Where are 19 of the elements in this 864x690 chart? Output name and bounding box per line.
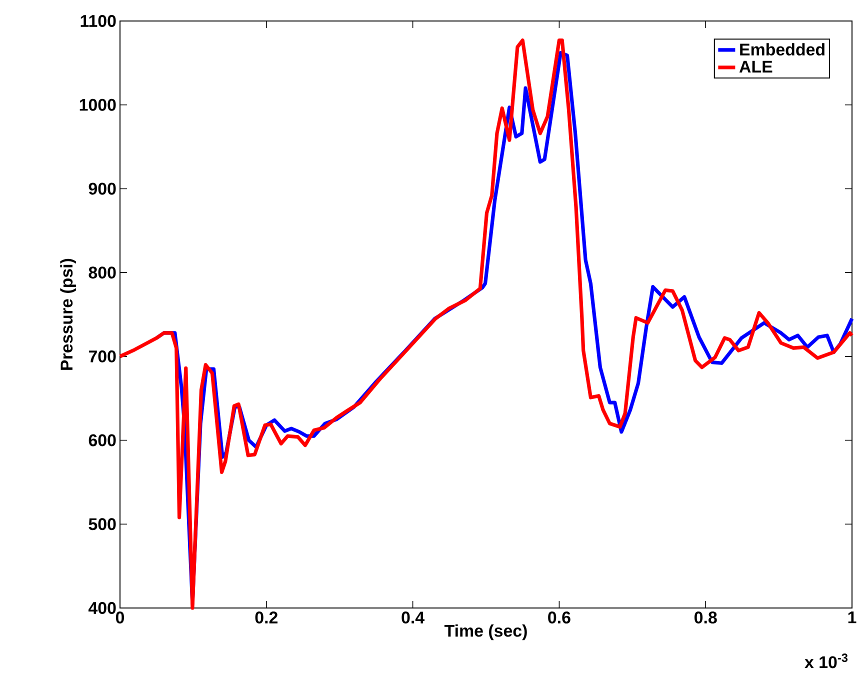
y-tick-label: 700 [88, 350, 116, 362]
y-tick-label: 1000 [80, 98, 116, 111]
y-tick-label: 800 [88, 266, 116, 279]
legend-label: Embedded [740, 43, 824, 56]
x-tick-label: 0.6 [548, 612, 570, 624]
y-tick-label: 900 [88, 182, 116, 195]
x-tick-label: 0 [116, 612, 124, 624]
x-tick-label: 0.4 [402, 612, 424, 624]
y-tick-label: 600 [88, 434, 116, 446]
y-tick-label: 500 [88, 518, 116, 530]
y-axis-title: Pressure (psi) [60, 258, 76, 370]
x-tick-label: 1 [848, 612, 856, 624]
x-tick-label: 0.8 [694, 612, 717, 624]
x-tick-label: 0.2 [255, 612, 278, 624]
x-axis-title: Time (sec) [444, 624, 527, 640]
legend-label: ALE [739, 60, 772, 72]
y-tick-label: 400 [88, 602, 116, 614]
y-tick-label: 1100 [80, 15, 116, 27]
text: x 10$^{-3}$ [804, 654, 848, 668]
